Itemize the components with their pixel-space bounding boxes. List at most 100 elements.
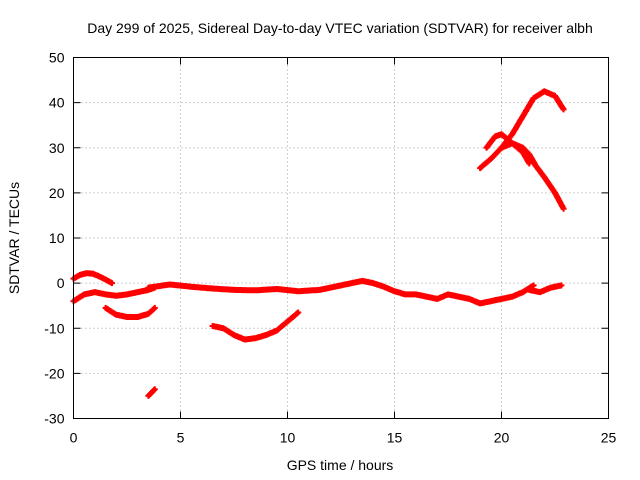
data-point [493,134,497,138]
series-arc-5 [145,277,537,307]
y-tick-label: -20 [44,365,64,381]
series-arc-9 [483,131,567,212]
data-point [532,96,536,100]
data-point [489,157,493,161]
data-point [478,166,482,170]
data-point [350,281,354,285]
data-point [78,273,82,277]
y-tick-label: 40 [49,95,65,111]
data-point [549,286,553,290]
data-point [232,288,236,292]
x-tick-label: 25 [601,430,617,446]
x-axis-label: GPS time / hours [287,457,394,473]
data-point [521,150,525,154]
x-tick-label: 15 [387,430,403,446]
data-point [489,299,493,303]
data-point [500,146,503,150]
data-point [467,297,471,301]
series-markers [145,277,537,307]
y-tick-label: 0 [57,275,65,291]
data-point [253,288,257,292]
series-arc-3 [102,304,158,320]
data-point [286,319,289,323]
data-point [136,315,140,319]
data-point [296,310,300,314]
y-tick-label: 10 [49,230,65,246]
data-point [393,289,396,293]
data-point [500,297,503,301]
y-tick-label: 20 [49,185,65,201]
data-point [485,146,489,150]
data-point [562,107,566,111]
data-point [457,295,461,299]
data-point [153,387,157,391]
data-point [211,287,215,291]
data-point [382,285,386,289]
data-point [510,141,514,145]
data-point [446,292,450,296]
data-point [559,283,563,287]
data-point [318,288,322,292]
series-arc-6 [209,309,302,343]
data-point [91,272,95,276]
data-point [243,338,247,342]
y-tick-label: 30 [49,140,65,156]
data-point [189,285,193,289]
data-point [146,394,150,398]
data-point [371,281,375,285]
series-arc-7 [526,282,565,296]
data-point [104,306,108,310]
series-markers [145,386,158,399]
data-point [534,164,538,168]
x-tick-label: 0 [70,430,78,446]
data-point [114,294,118,298]
series-arc-8 [477,88,567,172]
data-point [521,114,525,118]
series-arc-10 [498,140,533,167]
data-point [232,333,236,337]
x-tick-label: 10 [280,430,296,446]
data-point [500,132,503,136]
data-point [168,282,172,286]
data-point [339,283,343,287]
data-point [538,290,542,294]
chart-title: Day 299 of 2025, Sidereal Day-to-day VTE… [87,20,593,36]
data-point [521,290,525,294]
data-point [510,295,514,299]
x-tick-label: 5 [177,430,185,446]
y-tick-label: -30 [44,411,64,427]
series-markers [102,304,158,320]
data-point [211,324,215,328]
data-point [275,287,279,291]
data-point [478,301,482,305]
data-point [264,333,268,337]
data-point [275,329,279,333]
data-point [527,288,531,292]
data-point [553,191,557,195]
y-tick-label: 50 [49,50,65,66]
x-tick-label: 20 [494,430,510,446]
grid-lines [73,57,609,419]
data-point [414,292,418,296]
data-point [253,336,257,340]
data-point [125,315,129,319]
data-point [403,292,407,296]
series-arc-2 [70,284,158,305]
data-point [125,292,129,296]
data-point [146,286,150,290]
data-point [360,279,364,283]
data-point [435,297,439,301]
data-point [104,278,108,282]
data-point [82,292,86,296]
data-point [136,290,140,294]
data-point [542,89,546,93]
data-point [104,292,108,296]
series-arc-4 [145,386,158,399]
data-point [114,313,118,317]
series-markers [483,131,567,212]
data-point [542,175,546,179]
data-point [527,162,531,166]
axis-ticks: 0 5 10 15 20 25 -30 -20 -10 0 10 20 30 40 50 [44,50,616,446]
data-point [84,271,88,275]
